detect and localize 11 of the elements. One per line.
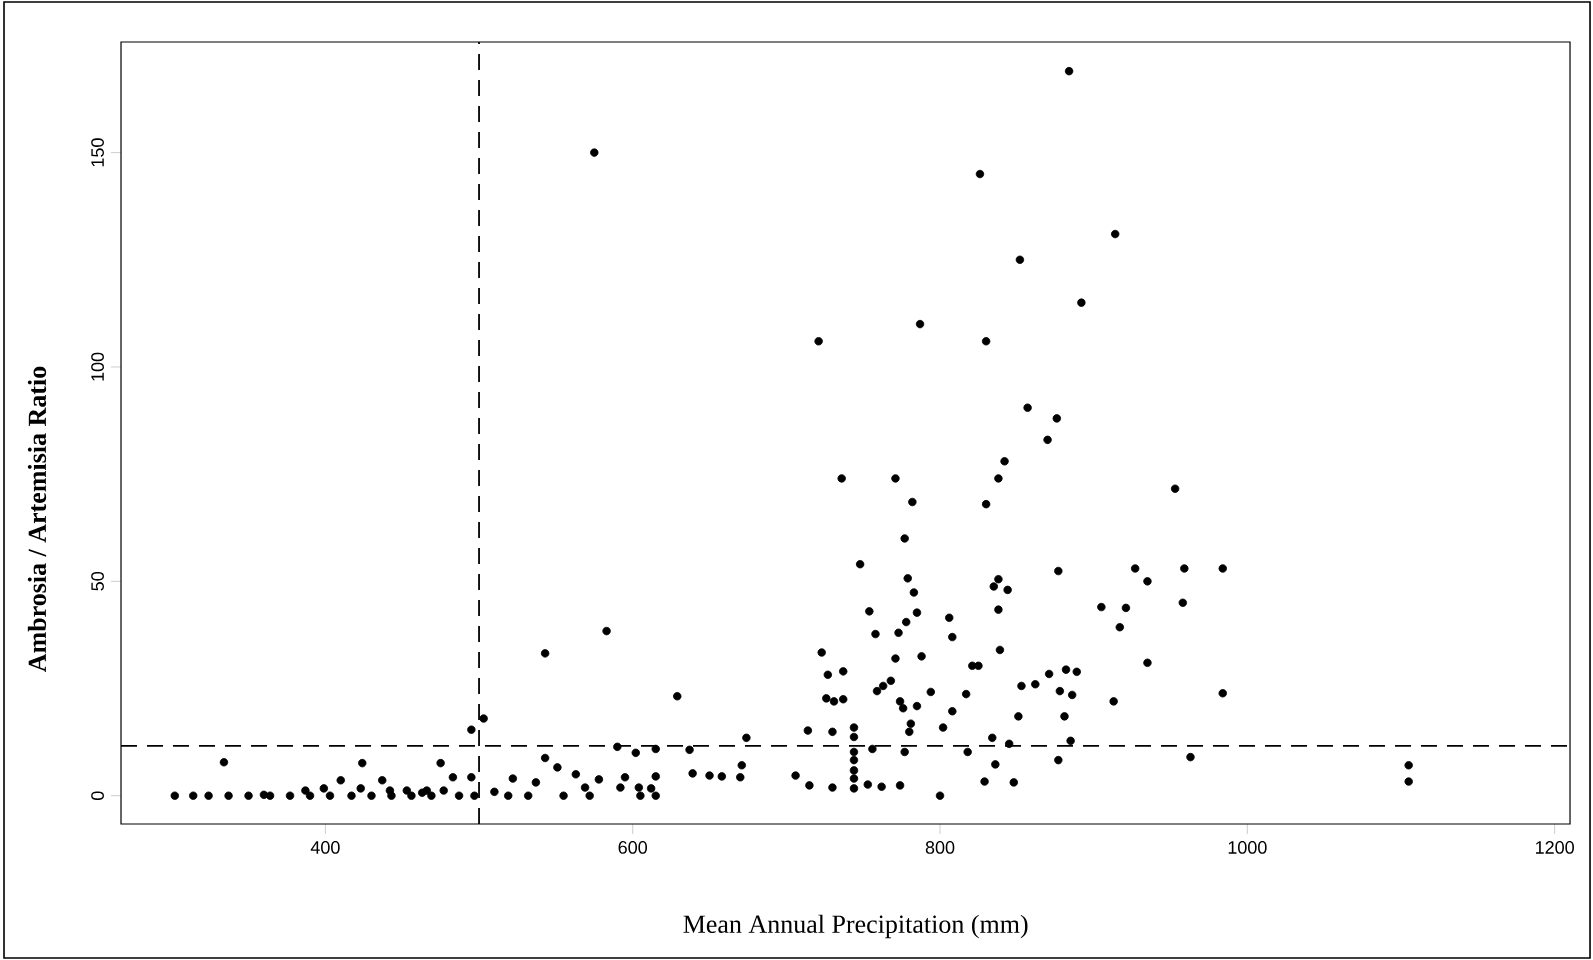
y-tick-label: 150 bbox=[91, 138, 104, 167]
x-tick-label: 400 bbox=[310, 841, 340, 854]
y-tick-label: 50 bbox=[91, 572, 104, 591]
x-tick-label: 600 bbox=[618, 841, 648, 854]
x-tick-label: 800 bbox=[925, 841, 955, 854]
y-tick-label: 0 bbox=[91, 791, 104, 801]
y-axis-title: Ambrosia / Artemisia Ratio bbox=[27, 366, 47, 672]
x-tick-label: 1200 bbox=[1536, 841, 1574, 854]
y-tick-label: 100 bbox=[91, 352, 104, 381]
x-axis-title: Mean Annual Precipitation (mm) bbox=[683, 914, 1028, 939]
x-tick-label: 1000 bbox=[1228, 841, 1267, 854]
